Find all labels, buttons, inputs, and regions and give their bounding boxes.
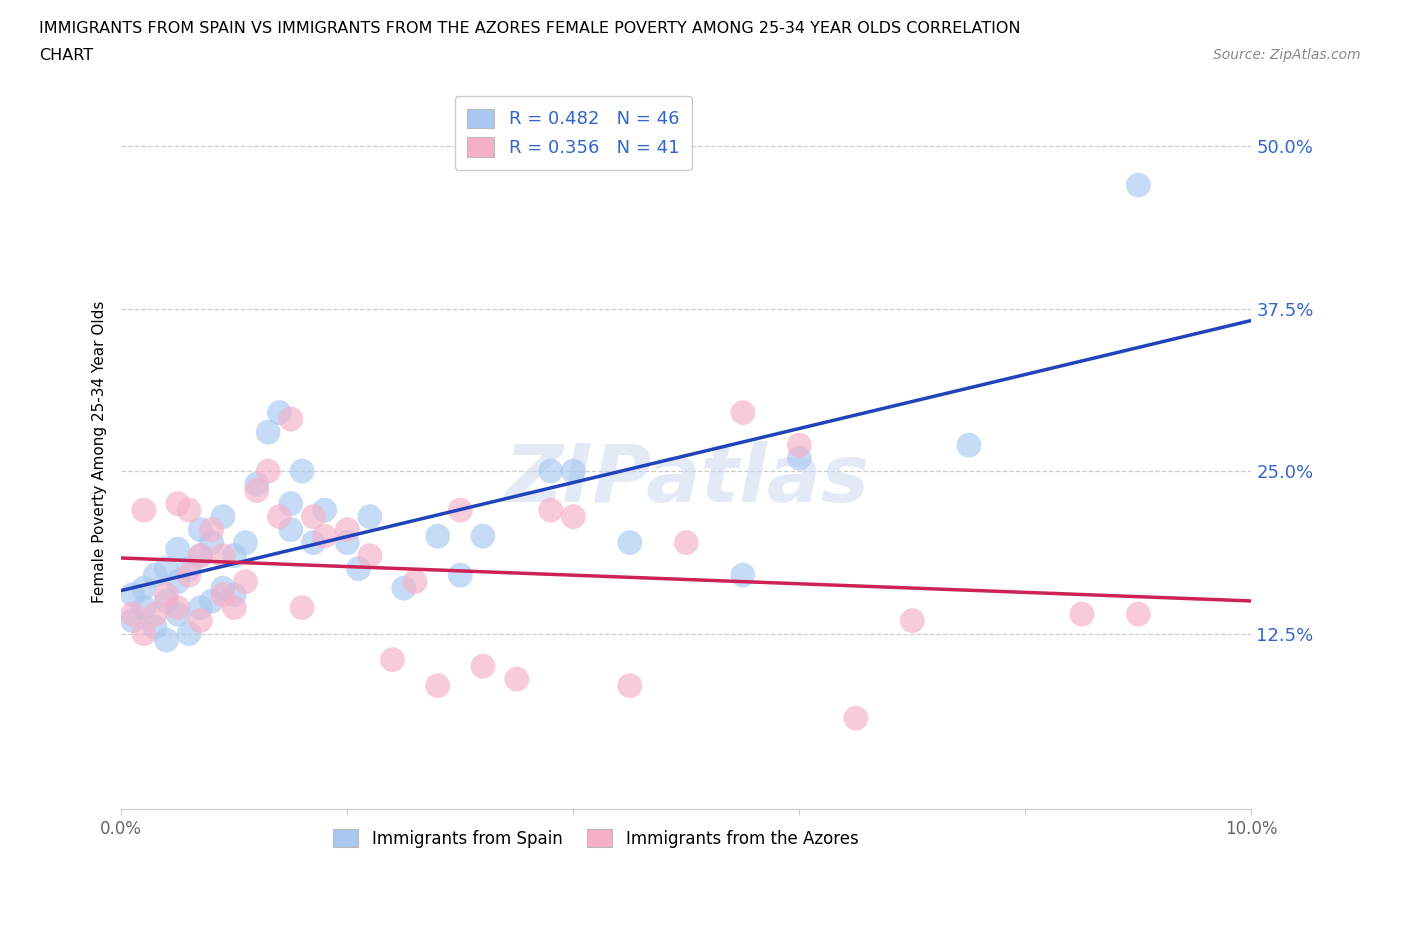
Point (166, 541, 188, 556)
Point (177, 567, 200, 582)
Point (224, 548, 246, 563)
Point (291, 464, 314, 479)
Point (132, 503, 155, 518)
Point (224, 587, 246, 602)
Point (404, 574, 426, 589)
Point (619, 535, 641, 550)
Point (789, 451, 811, 466)
Point (177, 626, 200, 641)
Point (347, 561, 370, 576)
Point (188, 600, 211, 615)
Point (212, 548, 235, 563)
Point (789, 438, 811, 453)
Point (212, 587, 235, 602)
Point (121, 587, 143, 602)
Point (201, 522, 224, 537)
Text: CHART: CHART (39, 48, 93, 63)
Point (166, 606, 188, 621)
Point (143, 567, 166, 582)
Point (188, 613, 211, 628)
Point (235, 535, 257, 550)
Point (257, 425, 280, 440)
Point (246, 477, 269, 492)
Point (562, 464, 585, 479)
Point (619, 678, 641, 693)
Point (957, 438, 980, 453)
Point (426, 678, 449, 693)
Point (1070, 606, 1092, 621)
Point (302, 510, 325, 525)
Point (269, 510, 291, 525)
Point (540, 503, 562, 518)
Point (143, 619, 166, 634)
Point (336, 522, 359, 537)
Point (121, 606, 143, 621)
Point (280, 497, 302, 512)
Point (392, 580, 415, 595)
Point (224, 600, 246, 615)
Point (132, 580, 155, 595)
Point (121, 613, 143, 628)
Point (235, 574, 257, 589)
Point (177, 503, 200, 518)
Point (269, 405, 291, 420)
Point (359, 510, 381, 525)
Point (246, 484, 269, 498)
Point (381, 652, 404, 667)
Point (336, 535, 359, 550)
Legend: Immigrants from Spain, Immigrants from the Azores: Immigrants from Spain, Immigrants from t… (326, 822, 865, 855)
Point (1128, 606, 1150, 621)
Point (426, 528, 449, 543)
Point (280, 412, 302, 427)
Point (177, 561, 200, 576)
Point (291, 600, 314, 615)
Text: IMMIGRANTS FROM SPAIN VS IMMIGRANTS FROM THE AZORES FEMALE POVERTY AMONG 25-34 Y: IMMIGRANTS FROM SPAIN VS IMMIGRANTS FROM… (39, 21, 1021, 36)
Point (212, 580, 235, 595)
Point (132, 626, 155, 641)
Point (359, 548, 381, 563)
Point (471, 658, 494, 673)
Point (155, 561, 177, 576)
Point (166, 574, 188, 589)
Point (201, 535, 224, 550)
Point (166, 497, 188, 512)
Point (201, 593, 224, 608)
Point (901, 613, 924, 628)
Point (188, 548, 211, 563)
Point (143, 606, 166, 621)
Point (471, 528, 494, 543)
Point (155, 587, 177, 602)
Y-axis label: Female Poverty Among 25-34 Year Olds: Female Poverty Among 25-34 Year Olds (93, 300, 107, 603)
Point (675, 535, 697, 550)
Point (314, 503, 336, 518)
Point (314, 528, 336, 543)
Point (212, 510, 235, 525)
Point (155, 632, 177, 647)
Point (506, 671, 529, 686)
Point (188, 522, 211, 537)
Point (845, 711, 868, 725)
Point (166, 600, 188, 615)
Point (449, 503, 471, 518)
Point (731, 567, 754, 582)
Point (1128, 178, 1150, 193)
Point (449, 567, 471, 582)
Point (302, 535, 325, 550)
Point (132, 600, 155, 615)
Point (188, 548, 211, 563)
Text: Source: ZipAtlas.com: Source: ZipAtlas.com (1213, 48, 1361, 62)
Point (155, 593, 177, 608)
Point (562, 510, 585, 525)
Text: ZIPatlas: ZIPatlas (503, 441, 869, 519)
Point (257, 464, 280, 479)
Point (280, 522, 302, 537)
Point (540, 464, 562, 479)
Point (731, 405, 754, 420)
